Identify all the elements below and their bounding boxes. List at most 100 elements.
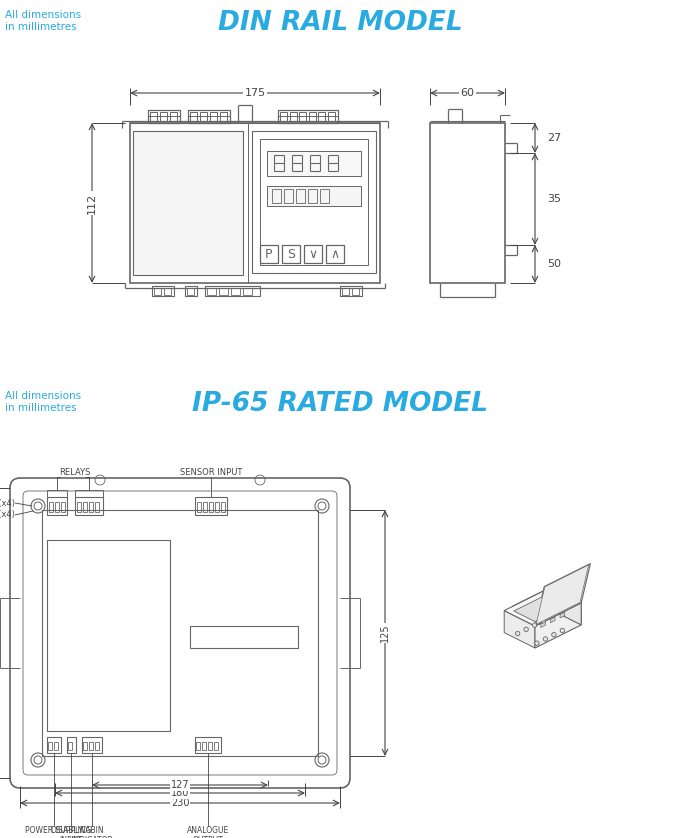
Bar bbox=[48, 742, 52, 750]
Bar bbox=[185, 286, 197, 296]
Polygon shape bbox=[504, 587, 581, 626]
Bar bbox=[49, 502, 53, 512]
Bar bbox=[220, 112, 227, 121]
Bar bbox=[47, 540, 170, 731]
Circle shape bbox=[551, 633, 556, 637]
Circle shape bbox=[560, 628, 564, 633]
Bar bbox=[272, 189, 281, 203]
Text: CABIN
INDICATOR
OUTPUT: CABIN INDICATOR OUTPUT bbox=[71, 826, 113, 838]
Text: 60: 60 bbox=[460, 88, 475, 98]
Bar bbox=[202, 742, 206, 750]
Polygon shape bbox=[541, 622, 545, 628]
Bar bbox=[42, 510, 318, 756]
Text: All dimensions
in millimetres: All dimensions in millimetres bbox=[5, 10, 81, 32]
Bar bbox=[278, 110, 338, 123]
Bar bbox=[188, 110, 230, 123]
Bar bbox=[252, 131, 376, 273]
Polygon shape bbox=[504, 611, 535, 648]
Text: ∧: ∧ bbox=[330, 247, 339, 261]
Text: DISABLING
INPUT: DISABLING INPUT bbox=[50, 826, 92, 838]
Bar bbox=[243, 288, 252, 295]
Text: Ø 5 (x4): Ø 5 (x4) bbox=[0, 510, 15, 520]
Bar bbox=[340, 286, 362, 296]
Bar bbox=[188, 116, 230, 123]
Bar bbox=[203, 502, 207, 512]
Polygon shape bbox=[535, 603, 581, 648]
Circle shape bbox=[532, 623, 537, 628]
Polygon shape bbox=[536, 565, 589, 624]
Bar bbox=[61, 502, 65, 512]
Polygon shape bbox=[550, 617, 555, 623]
Bar bbox=[304, 245, 322, 263]
Bar bbox=[284, 189, 293, 203]
Bar bbox=[47, 497, 67, 515]
Bar bbox=[214, 742, 218, 750]
Text: POWER SUPPLY: POWER SUPPLY bbox=[25, 826, 83, 835]
Text: IP-65 RATED MODEL: IP-65 RATED MODEL bbox=[192, 391, 488, 417]
Bar bbox=[205, 286, 260, 296]
Circle shape bbox=[524, 627, 528, 632]
Circle shape bbox=[515, 631, 520, 636]
Bar bbox=[209, 502, 213, 512]
Bar bbox=[267, 186, 361, 206]
Bar bbox=[320, 189, 329, 203]
Text: 125: 125 bbox=[380, 623, 390, 642]
Bar bbox=[200, 112, 207, 121]
Bar bbox=[342, 288, 349, 295]
Bar bbox=[260, 139, 368, 265]
Text: Ø 7 (x4): Ø 7 (x4) bbox=[0, 499, 15, 508]
Bar bbox=[170, 112, 177, 121]
Bar bbox=[55, 502, 59, 512]
Bar bbox=[290, 112, 296, 121]
Text: P: P bbox=[265, 247, 273, 261]
Bar bbox=[195, 497, 227, 515]
Bar bbox=[95, 502, 99, 512]
Bar bbox=[208, 742, 212, 750]
Polygon shape bbox=[514, 592, 573, 622]
Bar bbox=[83, 742, 87, 750]
Bar bbox=[160, 112, 167, 121]
Bar bbox=[210, 112, 217, 121]
Bar bbox=[77, 502, 81, 512]
Bar bbox=[267, 151, 361, 176]
Bar bbox=[133, 131, 243, 275]
Bar bbox=[196, 742, 200, 750]
Polygon shape bbox=[560, 613, 564, 618]
Bar bbox=[152, 286, 174, 296]
Text: 35: 35 bbox=[547, 194, 561, 204]
Bar bbox=[318, 112, 325, 121]
Bar bbox=[221, 502, 225, 512]
Bar bbox=[130, 123, 380, 283]
Bar bbox=[328, 112, 335, 121]
Bar bbox=[219, 288, 228, 295]
Text: RELAYS: RELAYS bbox=[59, 468, 90, 477]
Text: 180: 180 bbox=[171, 788, 189, 798]
Bar bbox=[197, 502, 201, 512]
Bar bbox=[215, 502, 219, 512]
Bar bbox=[54, 742, 58, 750]
Bar bbox=[154, 288, 161, 295]
Bar bbox=[195, 737, 221, 753]
Text: All dimensions
in millimetres: All dimensions in millimetres bbox=[5, 391, 81, 412]
Bar bbox=[89, 742, 93, 750]
Bar bbox=[308, 189, 317, 203]
Bar bbox=[47, 737, 61, 753]
Text: 127: 127 bbox=[171, 780, 189, 790]
Bar bbox=[352, 288, 359, 295]
Text: 27: 27 bbox=[547, 133, 561, 143]
Bar bbox=[148, 110, 180, 123]
Bar bbox=[190, 112, 197, 121]
Text: ANALOGUE
OUTPUT: ANALOGUE OUTPUT bbox=[187, 826, 229, 838]
Bar bbox=[89, 502, 93, 512]
Polygon shape bbox=[550, 587, 581, 625]
Text: S: S bbox=[287, 247, 295, 261]
Bar bbox=[190, 626, 298, 648]
Bar bbox=[164, 288, 171, 295]
Bar bbox=[326, 245, 344, 263]
Bar bbox=[231, 288, 240, 295]
Circle shape bbox=[543, 637, 547, 641]
Text: 175: 175 bbox=[244, 88, 266, 98]
Circle shape bbox=[534, 641, 539, 645]
Text: DIN RAIL MODEL: DIN RAIL MODEL bbox=[218, 10, 462, 36]
Text: 230: 230 bbox=[171, 798, 189, 808]
